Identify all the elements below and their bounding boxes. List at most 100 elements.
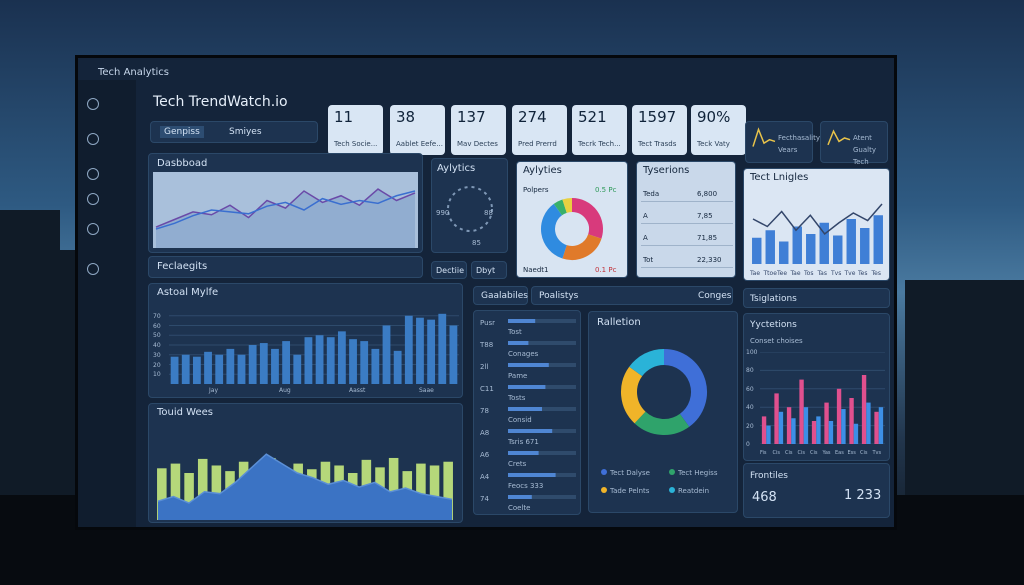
kpi-value: 38: [396, 108, 416, 126]
kpi-label: Tect Trasds: [638, 140, 677, 148]
kpi-card: 521 Tecrk Tech...: [572, 105, 627, 155]
bar: [427, 319, 436, 384]
bar: [192, 356, 201, 384]
bar: [779, 241, 789, 264]
bar: [828, 421, 834, 444]
x-tick-label: Tvs: [831, 270, 842, 277]
bar: [197, 458, 208, 520]
kpi-label: Mav Dectes: [457, 140, 498, 148]
bar: [170, 463, 181, 520]
bar: [766, 425, 771, 444]
bar: [226, 348, 235, 384]
bar: [833, 235, 843, 264]
expenses-panel: Tyserions Teda 6,800 A 7,85 A 71,85 Tot 22,330: [636, 161, 736, 278]
x-tick-label: Ttoe: [763, 270, 777, 277]
sidebar: [78, 80, 136, 527]
panel-title: Ralletion: [597, 317, 641, 328]
chart: [508, 429, 576, 433]
tab: Genpiss: [160, 126, 204, 138]
bar: [157, 468, 167, 520]
bar: [849, 398, 854, 444]
gauge-label: 85: [472, 239, 481, 247]
row-divider: [641, 245, 733, 246]
chart: [752, 127, 776, 147]
chart: [508, 407, 576, 411]
line: [155, 188, 416, 228]
bar: [816, 416, 821, 444]
footer-panel: Frontiles 468 1 233: [743, 463, 890, 518]
item-text: Conages: [508, 350, 539, 358]
bar: [204, 351, 212, 384]
kpi-value: 11: [334, 108, 354, 126]
x-tick-label: Tae: [790, 270, 801, 277]
row-label: Tot: [643, 256, 654, 264]
row-value: 22,330: [697, 256, 722, 264]
filter-list: Pusr Tost T88 Conages 2ll Pame C11 Tosts 78 Consi…: [473, 310, 581, 515]
annual-panel: Astoal Mylfe 10 20 30 40 50 60 70 Jay Aug Aasst Saa…: [148, 283, 463, 398]
donut-slice: [562, 233, 602, 260]
item-text: Coelte: [508, 504, 531, 512]
kpi-label: Teck Vaty: [697, 140, 730, 148]
bar: [429, 465, 440, 520]
filter-header: [531, 286, 733, 305]
kpi-label: Pred Prerrd: [518, 140, 557, 148]
kpi-card: 1597 Tect Trasds: [632, 105, 687, 155]
row-divider: [641, 201, 733, 202]
x-tick-label: Aug: [279, 387, 291, 394]
x-tick-label: Cis: [797, 450, 806, 456]
row-label: Teda: [643, 190, 660, 198]
x-tick-label: Tve: [844, 270, 856, 277]
bar: [873, 215, 883, 264]
sidebar-icon: [87, 223, 99, 235]
donut-slice: [562, 198, 573, 213]
panel-title: Tsiglations: [750, 294, 797, 304]
sidebar-icon: [87, 263, 99, 275]
progress-bar: [508, 319, 536, 323]
progress-bar: [508, 341, 529, 345]
filter-header-label: Gaalabiles: [481, 291, 528, 301]
kpi-value: 274: [518, 108, 547, 126]
pie-footer: Naedt1: [523, 266, 549, 274]
donut-slice: [553, 199, 568, 216]
item-text: Pame: [508, 372, 528, 380]
y-tick-label: 100: [746, 349, 758, 356]
chart: [827, 129, 851, 146]
mini-label: Fecthasality Vears: [778, 134, 820, 154]
legend-label: Tade Pelnts: [610, 487, 650, 495]
item-code: 2ll: [480, 363, 489, 371]
pie-subtitle: Polpers: [523, 186, 549, 194]
item-text: Feocs 333: [508, 482, 544, 490]
bar: [778, 411, 784, 444]
bar: [761, 416, 767, 444]
bar: [824, 402, 829, 444]
kpi-label: Aablet Eefe...: [396, 140, 443, 148]
area: [156, 189, 415, 248]
x-tick-label: Ess: [847, 450, 856, 456]
x-tick-label: Eas: [835, 450, 844, 456]
line: [752, 203, 883, 236]
bar: [774, 393, 779, 444]
chart: [508, 363, 576, 367]
x-tick-label: Tes: [871, 270, 881, 277]
chart: [447, 186, 493, 232]
legend-label: Tect Hegiss: [678, 469, 718, 477]
progress-track: [508, 495, 576, 499]
kpi-value: 90%: [697, 108, 731, 126]
line: [157, 453, 453, 504]
donut-slice: [541, 203, 568, 259]
button[interactable]: Dbyt: [471, 261, 507, 279]
panel-title: Frontiles: [750, 471, 788, 481]
bar: [248, 345, 257, 384]
bar: [811, 421, 817, 444]
bar: [841, 409, 846, 444]
bar: [293, 354, 302, 384]
sidebar-icon: [87, 168, 99, 180]
donut-slice: [571, 198, 603, 239]
row-value: 71,85: [697, 234, 718, 242]
bar: [181, 354, 190, 384]
legend-swatch: [669, 487, 675, 493]
kpi-card: 137 Mav Dectes: [451, 105, 506, 155]
row-label: A: [643, 212, 648, 220]
button[interactable]: Dectiie: [431, 261, 467, 279]
